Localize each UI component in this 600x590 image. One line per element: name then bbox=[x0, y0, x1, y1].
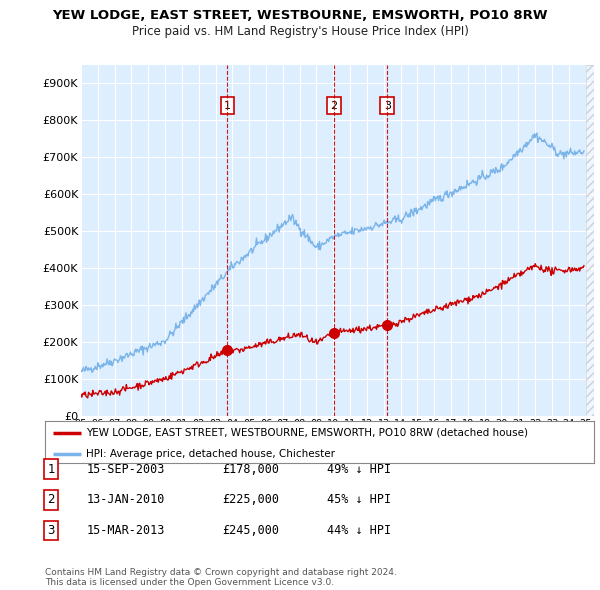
Text: £245,000: £245,000 bbox=[222, 524, 279, 537]
Text: 2: 2 bbox=[331, 100, 338, 110]
Text: 1: 1 bbox=[224, 100, 231, 110]
Text: £178,000: £178,000 bbox=[222, 463, 279, 476]
Text: 2: 2 bbox=[47, 493, 55, 506]
Text: 3: 3 bbox=[47, 524, 55, 537]
Text: 3: 3 bbox=[384, 100, 391, 110]
Text: HPI: Average price, detached house, Chichester: HPI: Average price, detached house, Chic… bbox=[86, 449, 335, 459]
Text: YEW LODGE, EAST STREET, WESTBOURNE, EMSWORTH, PO10 8RW (detached house): YEW LODGE, EAST STREET, WESTBOURNE, EMSW… bbox=[86, 428, 528, 438]
Text: 13-JAN-2010: 13-JAN-2010 bbox=[87, 493, 166, 506]
Text: 1: 1 bbox=[47, 463, 55, 476]
Text: Contains HM Land Registry data © Crown copyright and database right 2024.
This d: Contains HM Land Registry data © Crown c… bbox=[45, 568, 397, 587]
Text: YEW LODGE, EAST STREET, WESTBOURNE, EMSWORTH, PO10 8RW: YEW LODGE, EAST STREET, WESTBOURNE, EMSW… bbox=[52, 9, 548, 22]
Text: 49% ↓ HPI: 49% ↓ HPI bbox=[327, 463, 391, 476]
Text: £225,000: £225,000 bbox=[222, 493, 279, 506]
Bar bbox=[586, 65, 594, 416]
Text: 44% ↓ HPI: 44% ↓ HPI bbox=[327, 524, 391, 537]
Text: 15-SEP-2003: 15-SEP-2003 bbox=[87, 463, 166, 476]
Text: 45% ↓ HPI: 45% ↓ HPI bbox=[327, 493, 391, 506]
Text: 15-MAR-2013: 15-MAR-2013 bbox=[87, 524, 166, 537]
Text: Price paid vs. HM Land Registry's House Price Index (HPI): Price paid vs. HM Land Registry's House … bbox=[131, 25, 469, 38]
